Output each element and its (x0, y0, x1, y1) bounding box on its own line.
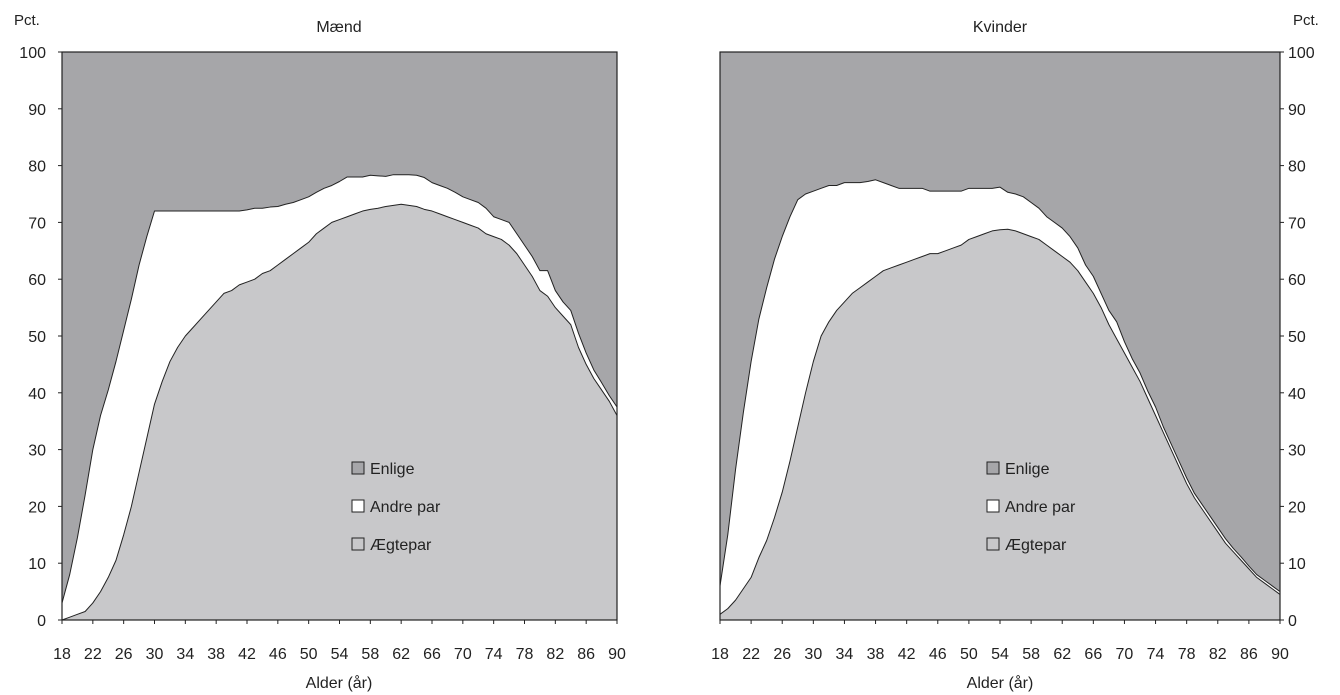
x-axis-title-kvinder: Alder (år) (967, 674, 1034, 692)
x-tick-label: 86 (577, 646, 595, 663)
legend-swatch (351, 461, 365, 475)
y-tick-label: 50 (28, 329, 46, 346)
y-tick-label: 50 (1288, 329, 1306, 346)
x-tick-label: 62 (392, 646, 410, 663)
x-tick-label: 66 (423, 646, 441, 663)
panel-maend: Pct. Mænd 0 10 20 30 40 50 60 70 80 90 100 18 22 26 3… (14, 12, 626, 692)
legend-swatch (351, 499, 365, 513)
x-tick-label: 38 (207, 646, 225, 663)
x-tick-label: 42 (238, 646, 256, 663)
x-tick-label: 50 (960, 646, 978, 663)
legend-label: Enlige (1005, 461, 1050, 478)
legend-swatch (986, 537, 1000, 551)
x-tick-label: 74 (485, 646, 503, 663)
x-tick-label: 62 (1053, 646, 1071, 663)
x-tick-label: 26 (773, 646, 791, 663)
x-tick-label: 50 (300, 646, 318, 663)
x-tick-label: 34 (836, 646, 854, 663)
x-tick-label: 26 (115, 646, 133, 663)
x-axis-title-maend: Alder (år) (306, 674, 373, 692)
y-tick-label: 40 (28, 386, 46, 403)
y-tick-label: 40 (1288, 386, 1306, 403)
x-tick-label: 18 (711, 646, 729, 663)
legend-label: Andre par (370, 499, 441, 516)
legend-kvinder: Enlige Andre par Ægtepar (986, 461, 1076, 554)
x-tick-label: 86 (1240, 646, 1258, 663)
y-tick-label: 10 (28, 556, 46, 573)
legend-swatch (986, 461, 1000, 475)
y-tick-label: 0 (37, 613, 46, 630)
x-tick-label: 46 (269, 646, 287, 663)
area-aegtepar (61, 203, 618, 621)
x-tick-label: 82 (1209, 646, 1227, 663)
panel-kvinder: Pct. Kvinder 0 10 20 30 40 50 60 70 80 90 100 18 22… (711, 12, 1319, 692)
y-tick-label: 60 (28, 272, 46, 289)
x-tick-label: 42 (898, 646, 916, 663)
x-tick-label: 90 (608, 646, 626, 663)
legend-label: Ægtepar (370, 537, 432, 554)
y-tick-label: 10 (1288, 556, 1306, 573)
x-tick-label: 74 (1147, 646, 1165, 663)
legend-label: Enlige (370, 461, 415, 478)
legend-swatch (351, 537, 365, 551)
x-tick-label: 58 (1022, 646, 1040, 663)
x-axis-ticks-kvinder: 18 22 26 30 34 38 42 46 50 54 58 62 66 70 74 78 82 86 90 (711, 620, 1289, 663)
y-tick-label: 20 (1288, 499, 1306, 516)
x-tick-label: 34 (176, 646, 194, 663)
area-aegtepar (719, 228, 1281, 621)
y-tick-label: 0 (1288, 613, 1297, 630)
chart-title-maend: Mænd (316, 19, 361, 36)
x-tick-label: 58 (361, 646, 379, 663)
x-axis-ticks-maend: 18 22 26 30 34 38 42 46 50 54 58 62 66 70 74 78 82 86 90 (53, 620, 626, 663)
x-tick-label: 70 (1116, 646, 1134, 663)
x-tick-label: 82 (546, 646, 564, 663)
y-tick-label: 90 (1288, 102, 1306, 119)
y-tick-label: 90 (28, 102, 46, 119)
x-tick-label: 38 (867, 646, 885, 663)
y-tick-label: 60 (1288, 272, 1306, 289)
y-tick-label: 70 (1288, 215, 1306, 232)
legend-label: Andre par (1005, 499, 1076, 516)
y-axis-label-right: Pct. (1293, 12, 1319, 29)
chart-title-kvinder: Kvinder (973, 19, 1028, 36)
x-tick-label: 54 (331, 646, 349, 663)
y-tick-label: 100 (1288, 45, 1315, 62)
stacked-areas-kvinder (719, 52, 1281, 621)
y-tick-label: 80 (28, 159, 46, 176)
y-axis-ticks-maend: 0 10 20 30 40 50 60 70 80 90 100 (19, 45, 62, 630)
y-axis-ticks-kvinder: 0 10 20 30 40 50 60 70 80 90 100 (1280, 45, 1315, 630)
y-tick-label: 30 (1288, 443, 1306, 460)
x-tick-label: 22 (84, 646, 102, 663)
x-tick-label: 78 (516, 646, 534, 663)
stacked-areas-maend (61, 52, 618, 621)
x-tick-label: 70 (454, 646, 472, 663)
x-tick-label: 30 (804, 646, 822, 663)
y-tick-label: 30 (28, 443, 46, 460)
y-axis-label-left: Pct. (14, 12, 40, 29)
x-tick-label: 22 (742, 646, 760, 663)
x-tick-label: 54 (991, 646, 1009, 663)
x-tick-label: 18 (53, 646, 71, 663)
x-tick-label: 46 (929, 646, 947, 663)
y-tick-label: 100 (19, 45, 46, 62)
y-tick-label: 80 (1288, 159, 1306, 176)
y-tick-label: 70 (28, 215, 46, 232)
x-tick-label: 30 (146, 646, 164, 663)
x-tick-label: 90 (1271, 646, 1289, 663)
y-tick-label: 20 (28, 499, 46, 516)
x-tick-label: 78 (1178, 646, 1196, 663)
legend-swatch (986, 499, 1000, 513)
x-tick-label: 66 (1084, 646, 1102, 663)
legend-maend: Enlige Andre par Ægtepar (351, 461, 441, 554)
legend-label: Ægtepar (1005, 537, 1067, 554)
